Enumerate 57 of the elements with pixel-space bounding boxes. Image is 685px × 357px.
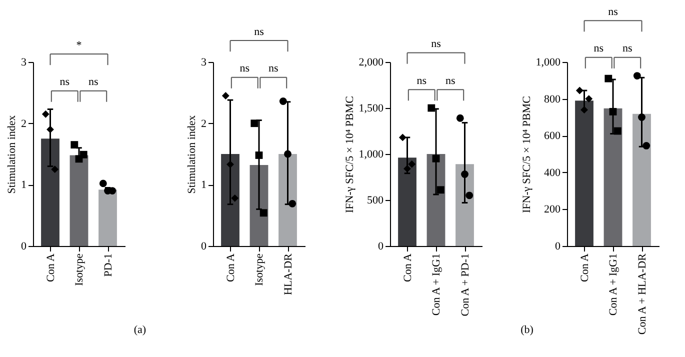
x-tick-label: Con A + IgG1 [608, 254, 620, 316]
y-tick-label: 0 [555, 240, 561, 252]
y-tick-label: 2,000 [358, 56, 384, 68]
x-tick-label: Isotype [254, 253, 266, 286]
bar [98, 190, 117, 246]
y-axis-title: Stimulation index [6, 114, 18, 194]
x-tick-label: Con A + HLA-DR [636, 252, 648, 335]
y-tick-label: 2 [21, 118, 26, 130]
x-tick-label: PD-1 [102, 254, 114, 277]
y-tick-label: 800 [544, 93, 561, 106]
bar [575, 100, 594, 246]
text: (b) [520, 324, 534, 336]
text: ns [622, 42, 632, 55]
y-axis-title: Stimulation index [186, 114, 198, 194]
x-tick-label: Con A + PD-1 [459, 254, 472, 316]
y-tick-label: 400 [544, 166, 561, 179]
y-tick-label: 1,000 [536, 56, 561, 68]
text: ns [608, 6, 618, 18]
y-tick-label: 1 [201, 179, 206, 192]
y-tick-label: 1,000 [358, 148, 384, 160]
text: ns [594, 42, 604, 55]
text: ns [431, 38, 441, 50]
annotation: ns [268, 62, 278, 75]
y-axis-title: IFN-γ SFC/5 × 10⁴ PBMC [520, 96, 533, 213]
text: ns [254, 26, 264, 38]
bar [632, 114, 651, 246]
x-tick-label: Con A [44, 253, 57, 282]
text: * [76, 39, 82, 52]
y-tick-label: 0 [21, 240, 27, 252]
y-tick-label: 3 [201, 56, 207, 68]
annotation: ns [88, 76, 98, 88]
x-tick-label: Con A + IgG1 [430, 254, 442, 316]
y-tick-label: 1 [21, 179, 26, 192]
annotation: ns [445, 74, 456, 87]
y-tick-label: 600 [544, 130, 561, 142]
x-tick-label: Isotype [74, 253, 86, 286]
bar [70, 155, 88, 246]
y-tick-label: 2 [201, 118, 206, 130]
y-tick-label: 1,500 [358, 102, 384, 114]
annotation: ns [416, 74, 427, 87]
y-tick-label: 0 [201, 240, 207, 252]
bar [398, 158, 416, 246]
x-tick-label: Con A [224, 253, 237, 282]
y-tick-label: 3 [21, 56, 27, 68]
x-tick-label: HLA-DR [282, 252, 294, 296]
bar [456, 164, 474, 246]
y-tick-label: 500 [367, 194, 384, 206]
y-tick-label: 0 [378, 240, 384, 252]
x-tick-label: Con A [578, 253, 591, 282]
bar [604, 108, 622, 246]
annotation: ns [60, 76, 70, 88]
y-tick-label: 200 [544, 204, 561, 216]
bar [41, 138, 60, 246]
text: (a) [134, 324, 146, 336]
y-axis-title: IFN-γ SFC/5 × 10⁴ PBMC [344, 96, 356, 213]
x-tick-label: Con A [402, 253, 414, 282]
annotation: ns [240, 62, 250, 75]
